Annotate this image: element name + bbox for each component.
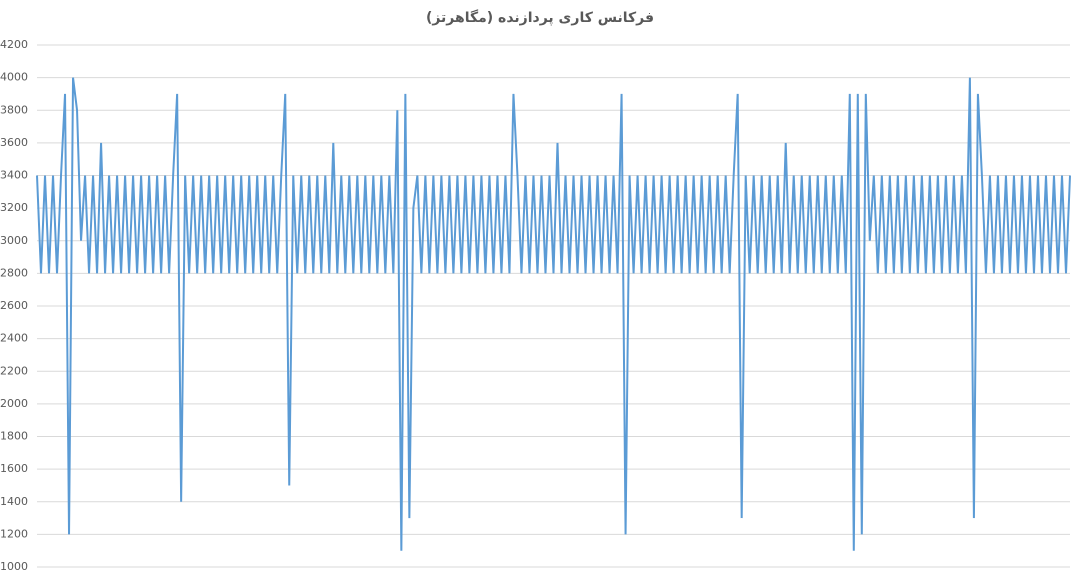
y-tick-label: 4200 <box>0 38 28 51</box>
y-tick-label: 1200 <box>0 527 28 540</box>
chart-title: فرکانس کاری پردازنده (مگاهرتز) <box>426 9 654 26</box>
y-tick-label: 4000 <box>0 71 28 84</box>
y-tick-label: 3800 <box>0 103 28 116</box>
y-tick-label: 2600 <box>0 299 28 312</box>
y-tick-label: 3600 <box>0 136 28 149</box>
y-tick-label: 2200 <box>0 364 28 377</box>
y-tick-label: 3400 <box>0 169 28 182</box>
y-tick-label: 2400 <box>0 332 28 345</box>
y-tick-label: 1400 <box>0 495 28 508</box>
y-tick-label: 1800 <box>0 430 28 443</box>
y-tick-label: 1000 <box>0 560 28 573</box>
y-tick-label: 2800 <box>0 266 28 279</box>
data-line <box>36 77 1071 551</box>
y-tick-label: 1600 <box>0 462 28 475</box>
y-tick-label: 3200 <box>0 201 28 214</box>
y-tick-label: 3000 <box>0 234 28 247</box>
y-tick-label: 2000 <box>0 397 28 410</box>
